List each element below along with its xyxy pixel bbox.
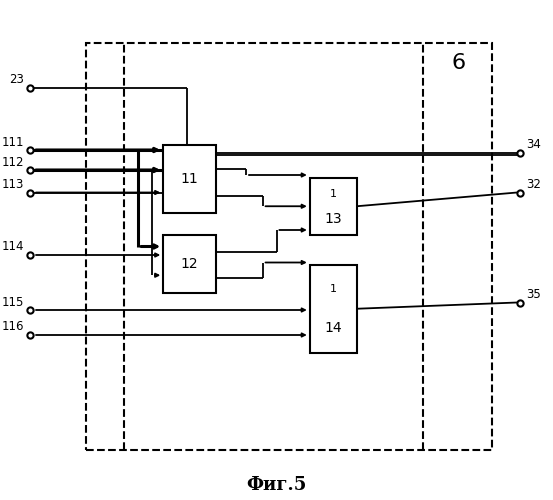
Text: 35: 35 (526, 288, 541, 301)
Text: 12: 12 (181, 257, 198, 271)
Text: 116: 116 (1, 320, 24, 334)
Bar (163, 145, 216, 212)
Bar (310, 178, 357, 235)
Text: 112: 112 (1, 156, 24, 168)
Text: 1: 1 (330, 188, 337, 198)
Bar (163, 235, 216, 292)
Text: 34: 34 (526, 138, 541, 151)
Text: 6: 6 (452, 52, 466, 72)
Text: 14: 14 (325, 321, 342, 335)
Text: 113: 113 (2, 178, 24, 191)
Text: 13: 13 (325, 212, 342, 226)
Text: 115: 115 (2, 296, 24, 308)
Text: 1: 1 (330, 284, 337, 294)
Bar (86, 42, 492, 450)
Text: 23: 23 (9, 73, 24, 86)
Text: 11: 11 (180, 172, 199, 186)
Text: 114: 114 (1, 240, 24, 254)
Text: 32: 32 (526, 178, 541, 191)
Text: 111: 111 (1, 136, 24, 148)
Bar (310, 265, 357, 352)
Text: Фиг.5: Фиг.5 (246, 476, 307, 494)
